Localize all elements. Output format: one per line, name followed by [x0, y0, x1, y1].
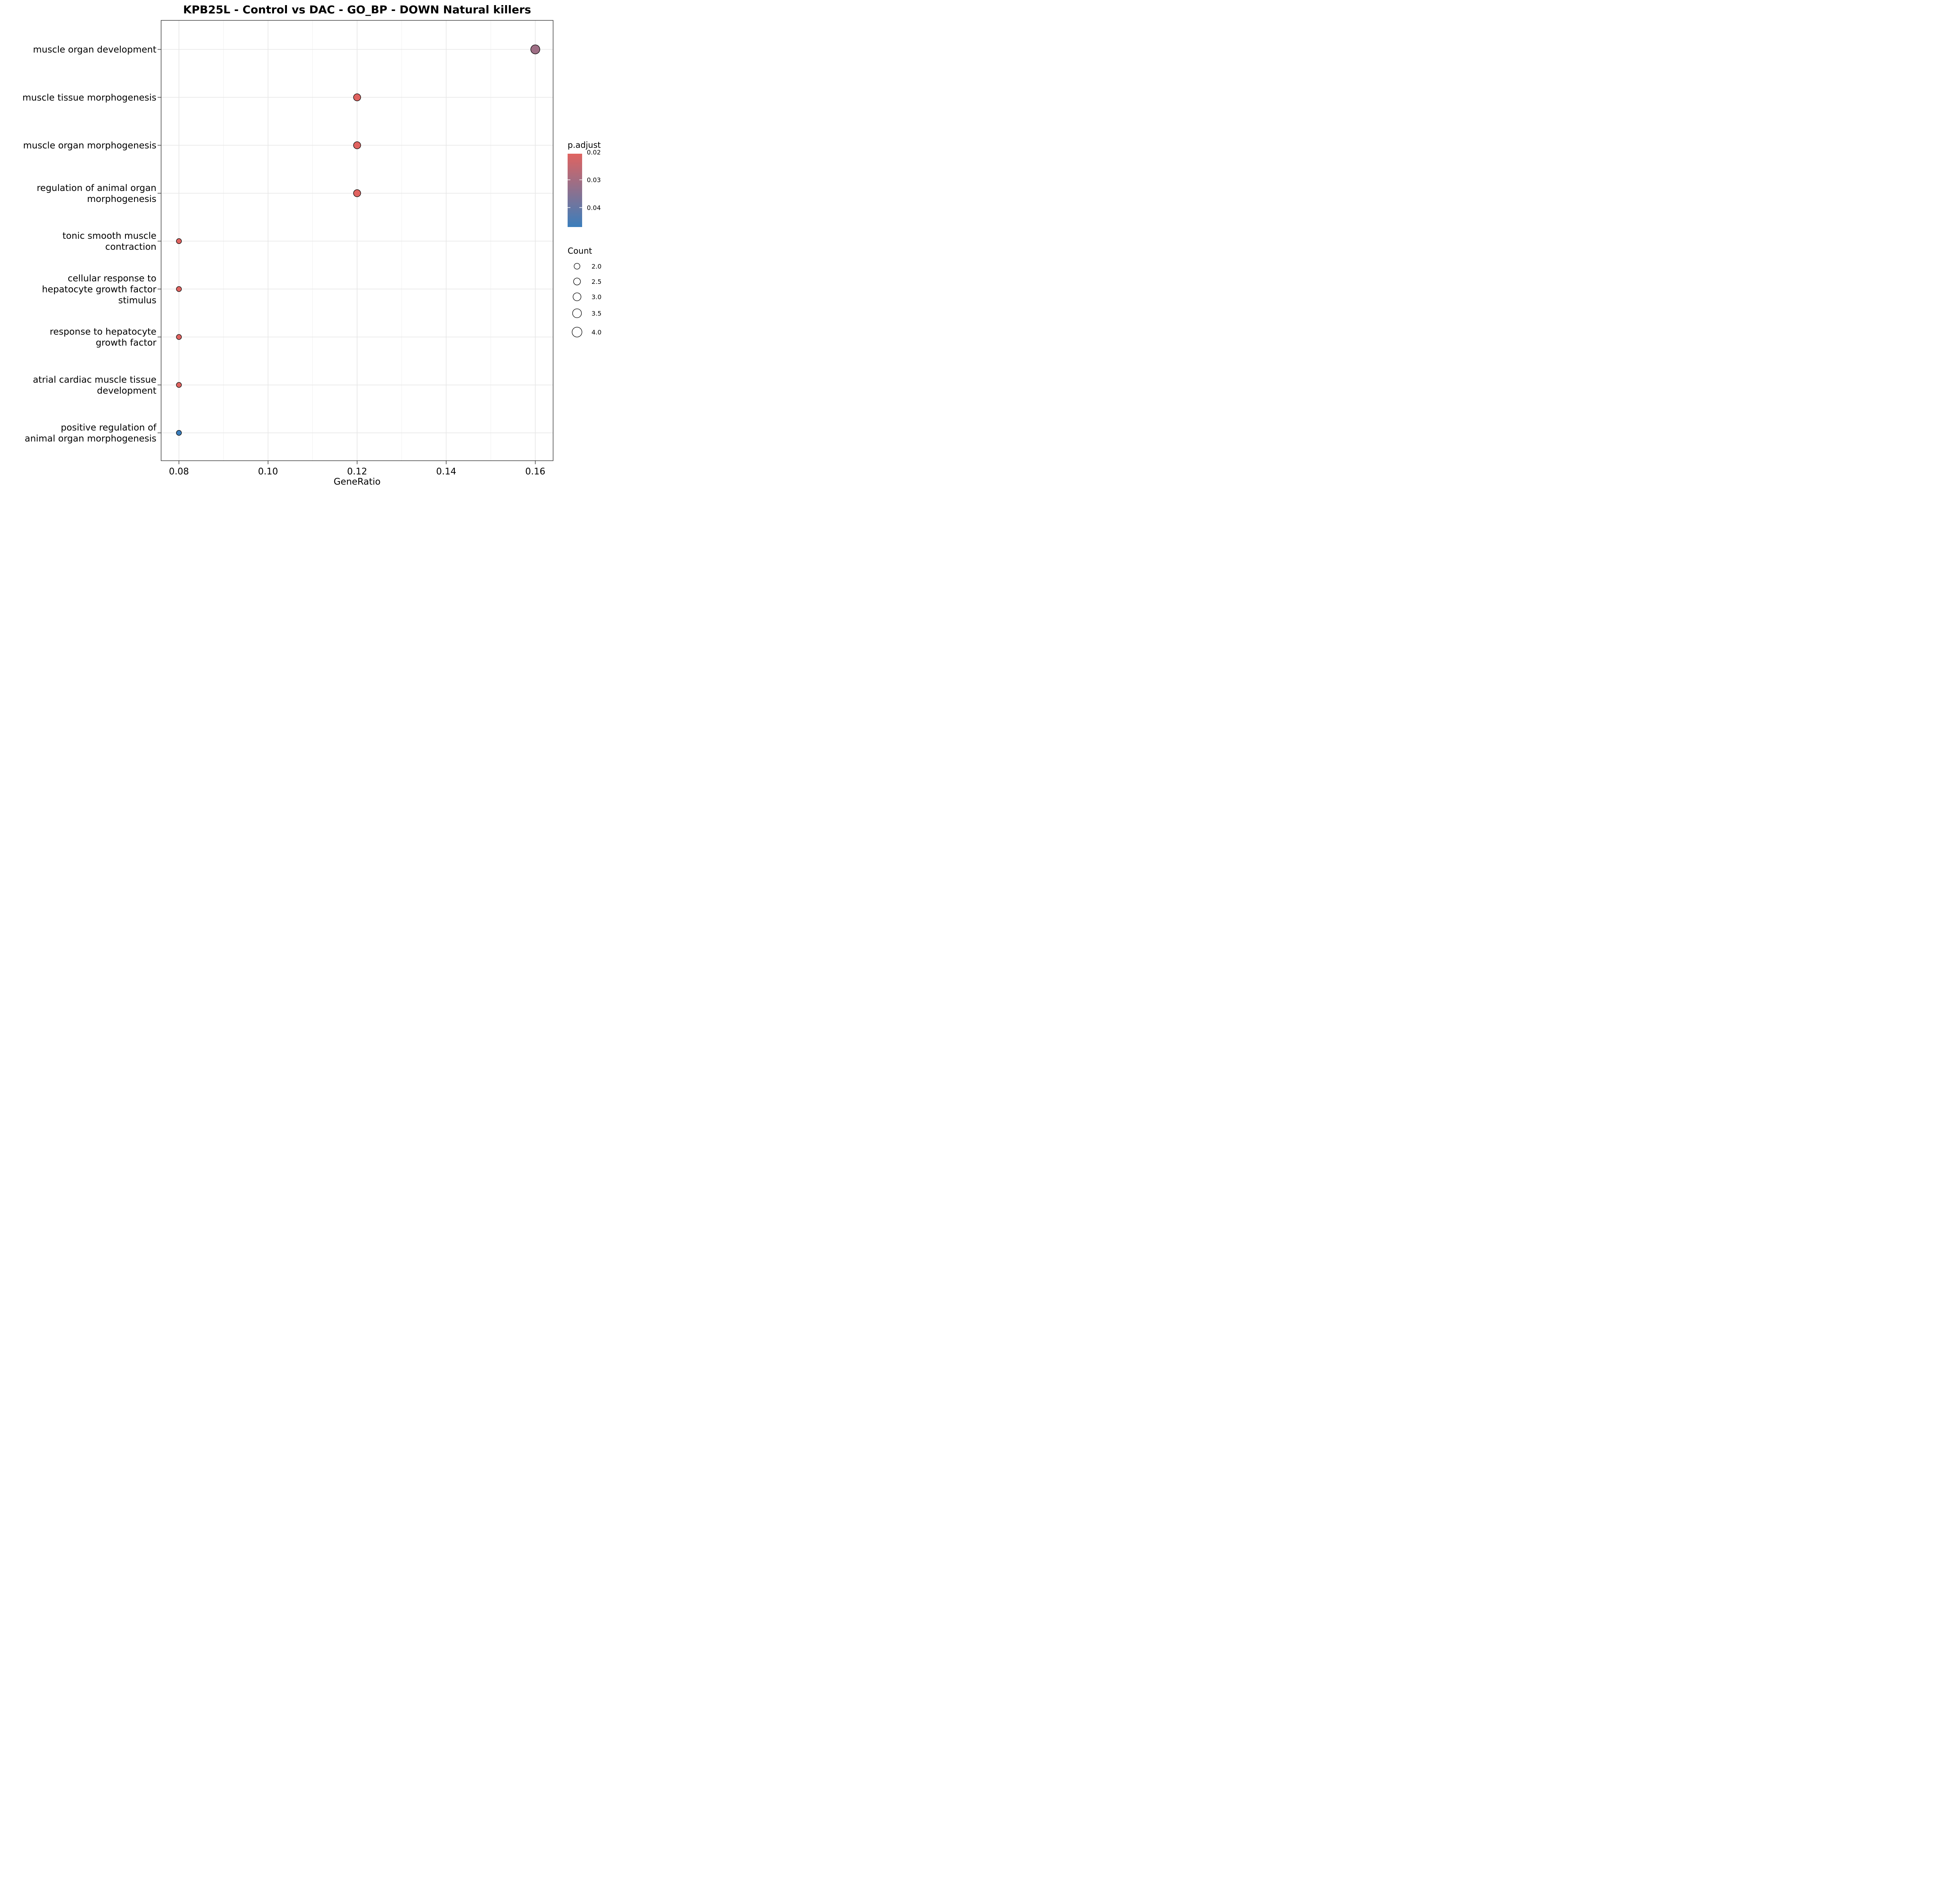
y-tick-label: muscle organ development [33, 45, 156, 55]
y-tick-label: positive regulation of [61, 423, 157, 433]
x-tick-label: 0.08 [169, 467, 189, 477]
y-tick-label: regulation of animal organ [37, 183, 156, 193]
data-point [176, 430, 182, 436]
color-legend-bar [568, 154, 582, 227]
x-tick-label: 0.10 [258, 467, 278, 477]
color-legend-tick-label: 0.03 [587, 176, 601, 184]
color-legend-ticks: 0.02 0.03 0.04 [568, 149, 601, 211]
size-legend-circle [572, 327, 583, 338]
data-point [176, 334, 182, 340]
color-legend-tick-label: 0.02 [587, 149, 601, 156]
x-tick-label: 0.14 [436, 467, 456, 477]
y-tick-label: tonic smooth muscle [62, 231, 156, 241]
size-legend-label: 2.5 [592, 278, 601, 285]
size-legend-label: 4.0 [592, 329, 601, 336]
dot-plot-chart: KPB25L - Control vs DAC - GO_BP - DOWN N… [22, 3, 601, 487]
data-point [353, 93, 361, 102]
color-legend: p.adjust 0.02 0.03 0.04 [568, 140, 601, 227]
size-legend: Count 2.0 2.5 3.0 3.5 4.0 [568, 246, 601, 338]
x-axis: 0.08 0.10 0.12 0.14 0.16 [169, 461, 545, 477]
color-legend-title: p.adjust [568, 140, 601, 150]
data-points [176, 44, 540, 436]
y-tick-label: hepatocyte growth factor [42, 284, 157, 294]
size-legend-circle [572, 308, 582, 318]
y-tick-label: response to hepatocyte [50, 327, 156, 337]
y-tick-label: cellular response to [68, 273, 156, 283]
y-tick-label: muscle organ morphogenesis [23, 141, 156, 151]
size-legend-label: 2.0 [592, 263, 601, 270]
size-legend-circle [573, 292, 581, 301]
y-axis: muscle organ development muscle tissue mo… [22, 45, 161, 444]
data-point [176, 286, 182, 292]
data-point [530, 44, 540, 54]
y-tick-label: contraction [105, 242, 156, 252]
size-legend-title: Count [568, 246, 592, 256]
x-axis-label: GeneRatio [334, 477, 381, 487]
y-tick-label: growth factor [96, 338, 156, 348]
x-tick-label: 0.12 [347, 467, 367, 477]
size-legend-label: 3.0 [592, 293, 601, 301]
chart-root: KPB25L - Control vs DAC - GO_BP - DOWN N… [0, 0, 612, 489]
data-point [176, 238, 182, 244]
y-tick-label: development [97, 386, 156, 396]
x-tick-label: 0.16 [525, 467, 545, 477]
data-point [176, 382, 182, 388]
y-tick-label: stimulus [118, 295, 156, 305]
size-legend-circle [573, 263, 581, 270]
size-legend-label: 3.5 [592, 310, 601, 317]
y-tick-label: muscle tissue morphogenesis [22, 93, 156, 103]
data-point [353, 189, 361, 197]
size-legend-items: 2.0 2.5 3.0 3.5 4.0 [572, 263, 601, 338]
color-legend-tick-label: 0.04 [587, 204, 601, 211]
y-tick-label: animal organ morphogenesis [25, 434, 156, 444]
size-legend-circle [573, 278, 581, 285]
chart-title: KPB25L - Control vs DAC - GO_BP - DOWN N… [183, 3, 531, 16]
data-point [353, 141, 361, 149]
y-tick-label: morphogenesis [87, 194, 156, 204]
y-tick-label: atrial cardiac muscle tissue [33, 375, 156, 385]
